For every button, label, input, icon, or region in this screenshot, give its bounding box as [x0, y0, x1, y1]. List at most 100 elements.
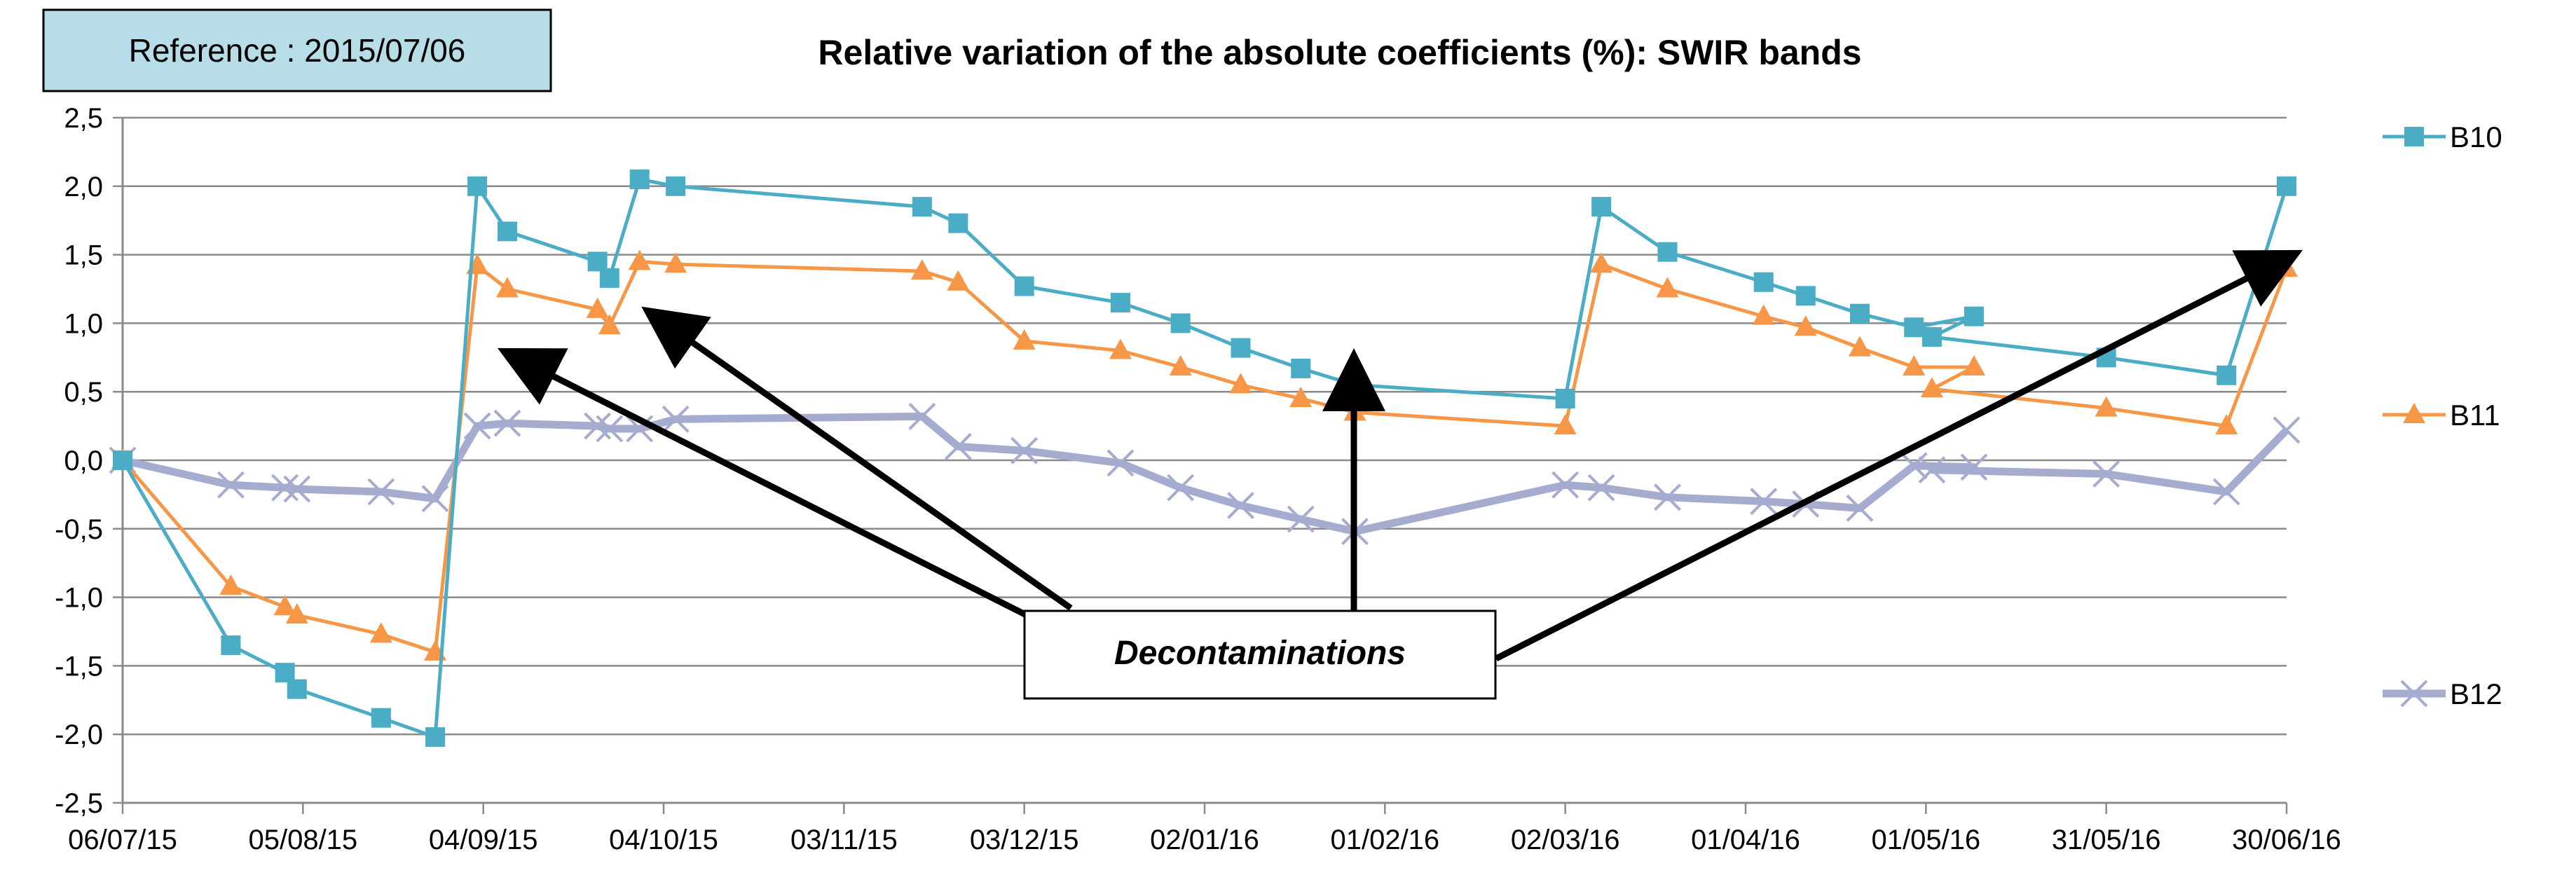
x-tick-label: 04/09/15 [429, 825, 538, 855]
data-point-b12 [1846, 495, 1874, 522]
data-point-b11 [2095, 396, 2118, 417]
data-point-b11 [1169, 354, 1192, 375]
data-point-b11 [2215, 414, 2238, 435]
data-point-b12 [2212, 478, 2240, 506]
data-point-b11 [1554, 414, 1577, 435]
legend-marker [2404, 127, 2424, 146]
y-tick-label: -2,5 [55, 788, 103, 819]
data-point-b10 [1921, 326, 1942, 347]
data-point-b12 [2273, 416, 2301, 444]
x-tick-label: 05/08/15 [248, 825, 357, 855]
data-point-b10 [1231, 338, 1251, 358]
data-point-b11 [664, 252, 687, 273]
data-point-b12 [1010, 436, 1039, 464]
legend-marker [2403, 403, 2425, 423]
data-point-b11 [495, 277, 519, 298]
arrow-2 [641, 306, 1073, 611]
data-point-b10 [912, 197, 932, 217]
data-point-b11 [219, 574, 242, 595]
legend-label: B11 [2450, 399, 2500, 432]
data-point-b10 [287, 679, 307, 699]
data-point-b10 [587, 251, 608, 272]
legend: B10 B11 B12 [2383, 120, 2502, 710]
data-point-b12 [271, 474, 299, 502]
annotation-box: Decontaminations [1023, 609, 1497, 700]
data-point-b10 [948, 213, 968, 233]
legend-label: B12 [2450, 677, 2502, 710]
y-tick-label: 1,0 [64, 308, 103, 339]
data-point-b10 [2217, 365, 2237, 385]
data-point-b12 [626, 415, 654, 443]
data-point-b12 [217, 471, 245, 499]
data-point-b11 [586, 297, 609, 318]
data-point-b12 [1551, 471, 1580, 499]
series-layer [109, 170, 2301, 747]
series-b12 [109, 402, 2301, 546]
data-point-b11 [1590, 252, 1613, 273]
data-point-b12 [367, 478, 395, 506]
data-point-b11 [273, 595, 296, 616]
x-tick-label: 31/05/16 [2052, 825, 2161, 855]
x-tick-label: 03/11/15 [790, 825, 898, 855]
data-point-b10 [666, 176, 686, 196]
data-point-b11 [1920, 377, 1943, 398]
data-point-b10 [1849, 303, 1870, 324]
chart-title: Relative variation of the absolute coeff… [818, 33, 1861, 72]
data-point-b12 [2092, 460, 2121, 488]
data-point-b11 [369, 622, 392, 643]
data-point-b11 [1229, 373, 1252, 394]
y-tick-label: 0,0 [64, 446, 103, 476]
data-point-b11 [1656, 277, 1679, 298]
data-point-b10 [1291, 358, 1311, 378]
data-point-b10 [599, 268, 619, 288]
data-point-b12 [1287, 505, 1315, 533]
data-point-b11 [628, 249, 651, 270]
data-point-b12 [1107, 449, 1135, 477]
data-point-b12 [908, 402, 936, 430]
data-point-b11 [285, 603, 308, 624]
x-tick-label: 02/03/16 [1511, 825, 1620, 855]
data-point-b11 [1848, 336, 1871, 357]
data-point-b11 [1752, 304, 1775, 325]
annotation-label: Decontaminations [1114, 635, 1406, 672]
data-point-b11 [947, 270, 970, 291]
data-point-b10 [275, 663, 295, 683]
data-point-b10 [2277, 176, 2296, 196]
y-tick-label: 1,5 [64, 240, 103, 271]
data-point-b10 [113, 450, 132, 470]
data-point-b10 [467, 176, 488, 196]
legend-label: B10 [2450, 120, 2502, 153]
data-point-b12 [1918, 456, 1946, 484]
x-tick-label: 01/04/16 [1691, 825, 1800, 855]
y-tick-label: -0,5 [55, 514, 103, 545]
y-tick-label: -1,0 [55, 583, 103, 614]
data-point-b12 [493, 409, 521, 437]
reference-label: Reference : 2015/07/06 [129, 32, 466, 69]
data-point-b12 [283, 475, 311, 503]
series-line-b12 [121, 412, 2289, 536]
x-tick-labels: 06/07/15 05/08/15 04/09/15 04/10/15 03/11/15… [68, 803, 2341, 855]
data-point-b12 [1587, 474, 1615, 502]
legend-marker [2400, 680, 2428, 708]
data-point-b12 [1960, 453, 1988, 481]
data-point-b10 [1753, 272, 1774, 292]
data-point-b12 [584, 412, 612, 440]
data-point-b10 [1170, 313, 1191, 333]
data-point-b12 [1750, 488, 1778, 516]
data-point-b12 [421, 485, 449, 513]
data-point-b10 [497, 221, 517, 242]
data-point-b10 [425, 727, 446, 747]
data-point-b12 [1227, 492, 1254, 519]
data-point-b10 [1591, 197, 1612, 217]
data-point-b12 [463, 412, 491, 440]
x-tick-label: 04/10/15 [609, 825, 718, 855]
data-point-b10 [1795, 286, 1816, 306]
data-point-b11 [1109, 338, 1132, 359]
x-tick-label: 30/06/16 [2232, 825, 2341, 855]
data-point-b12 [944, 433, 972, 460]
data-point-b11 [598, 314, 621, 335]
data-point-b12 [1654, 483, 1681, 511]
legend-item-b12: B12 [2383, 677, 2502, 710]
data-point-b11 [1794, 315, 1817, 336]
y-tick-label: 0,5 [64, 377, 103, 408]
